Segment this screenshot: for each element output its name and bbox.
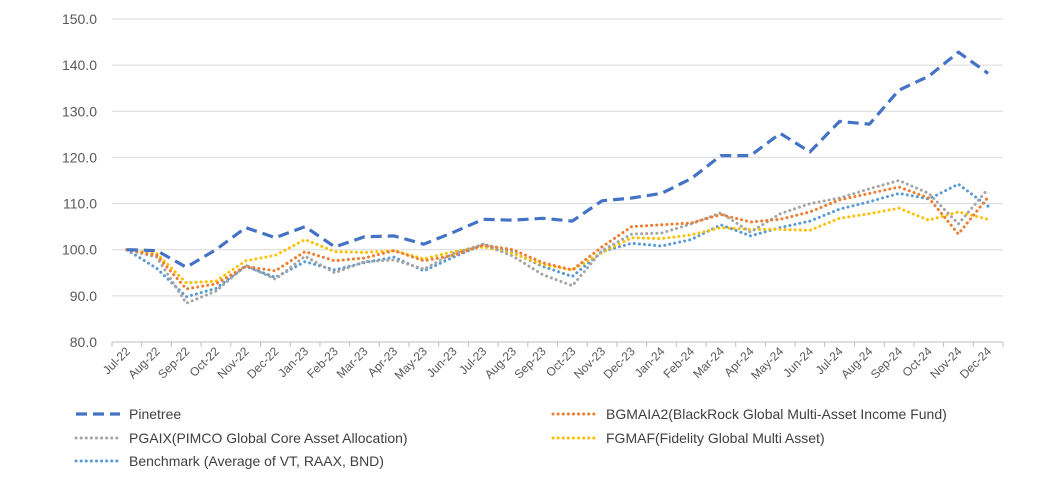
legend-label: PGAIX(PIMCO Global Core Asset Allocation… (129, 430, 408, 446)
gridlines (112, 18, 1003, 343)
series-line-2 (125, 185, 990, 291)
legend-item: PGAIX(PIMCO Global Core Asset Allocation… (74, 430, 408, 446)
series-lines (125, 50, 990, 305)
legend-item: Pinetree (76, 406, 181, 422)
x-tick-label: Nov-22 (215, 344, 252, 381)
x-tick-label: Nov-24 (927, 344, 964, 381)
x-tick-label: Sep-24 (868, 344, 905, 381)
x-tick-label: Dec-22 (244, 344, 281, 381)
y-tick-label: 90.0 (70, 288, 97, 304)
x-tick-label: Aug-22 (125, 344, 162, 381)
legend-label: Pinetree (129, 406, 181, 422)
series-line-1 (126, 50, 990, 269)
x-tick-label: Mar-23 (334, 344, 371, 381)
x-tick-label: Jun-24 (780, 344, 816, 380)
y-tick-label: 80.0 (70, 334, 97, 350)
x-tick-label: May-24 (748, 344, 786, 382)
legend-item: FGMAF(Fidelity Global Multi Asset) (551, 430, 825, 446)
x-tick-label: Jun-23 (424, 344, 460, 380)
x-tick-label: Jan-23 (275, 344, 311, 380)
series-line-5 (125, 182, 990, 299)
y-tick-label: 130.0 (62, 103, 97, 119)
x-tick-label: Nov-23 (571, 344, 608, 381)
x-tick-label: Sep-23 (512, 344, 549, 381)
x-tick-label: Dec-23 (601, 344, 638, 381)
legend-label: FGMAF(Fidelity Global Multi Asset) (606, 430, 825, 446)
legend-item: BGMAIA2(BlackRock Global Multi-Asset Inc… (551, 406, 947, 422)
x-tick-label: Jan-24 (632, 344, 668, 380)
y-tick-label: 100.0 (62, 242, 97, 258)
x-tick-label: Sep-22 (155, 344, 192, 381)
x-tick-label: Dec-24 (957, 344, 994, 381)
legend: Pinetree BGMAIA2(BlackRock Global Multi-A… (74, 406, 947, 469)
x-tick-label: Aug-23 (482, 344, 519, 381)
y-tick-label: 110.0 (63, 196, 97, 212)
x-tick-label: Feb-24 (660, 344, 697, 381)
x-tick-label: May-23 (392, 344, 430, 382)
x-axis: Jul-22Aug-22Sep-22Oct-22Nov-22Dec-22Jan-… (100, 342, 1004, 382)
series-line-4 (125, 206, 990, 285)
legend-label: BGMAIA2(BlackRock Global Multi-Asset Inc… (606, 406, 947, 422)
x-tick-label: Mar-24 (690, 344, 727, 381)
series-line-3 (125, 179, 990, 305)
y-tick-label: 120.0 (62, 149, 97, 165)
legend-label: Benchmark (Average of VT, RAAX, BND) (129, 453, 384, 469)
x-tick-label: Aug-24 (838, 344, 875, 381)
x-tick-label: Feb-23 (304, 344, 341, 381)
y-tick-label: 140.0 (62, 57, 97, 73)
legend-item: Benchmark (Average of VT, RAAX, BND) (74, 453, 384, 469)
y-tick-label: 150.0 (62, 11, 97, 27)
y-axis: 80.0 90.0 100.0 110.0 120.0 130.0 140.0 150.0 (62, 11, 97, 350)
